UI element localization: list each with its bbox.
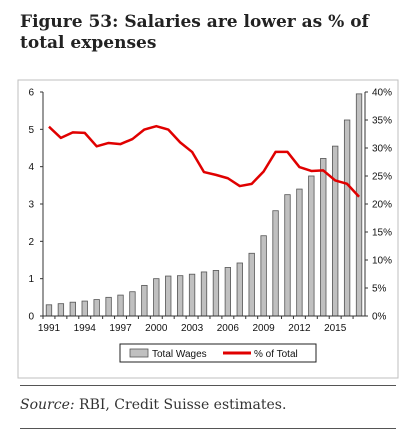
source-note: Source: RBI, Credit Suisse estimates.: [20, 397, 286, 413]
bar-1991: [45, 304, 53, 317]
bar-2006: [224, 267, 232, 317]
y-right-tick-label-20: 20%: [372, 200, 392, 211]
page-title: Figure 53: Salaries are lower as % of to…: [20, 12, 369, 53]
bar-1998: [129, 291, 136, 317]
y-right-tick-label-15: 15%: [372, 228, 392, 239]
bar-1997: [117, 294, 124, 317]
x-tick-label-2009: 2009: [253, 323, 276, 334]
bar-2011: [284, 194, 291, 317]
x-tick-label-2015: 2015: [324, 323, 347, 334]
bar-1994: [81, 300, 88, 317]
bar-2009: [260, 235, 267, 317]
divider-bottom: [20, 428, 396, 429]
x-tick-label-2006: 2006: [217, 323, 240, 334]
y-right-tick-label-30: 30%: [372, 144, 392, 155]
y-left-tick-label-6: 6: [28, 88, 34, 99]
y-left-tick-label-0: 0: [28, 312, 34, 323]
bars-series: [45, 93, 363, 317]
divider-top: [20, 385, 396, 386]
bar-1992: [57, 303, 65, 317]
x-tick-label-2003: 2003: [181, 323, 204, 334]
y-right-tick-label-35: 35%: [372, 116, 392, 127]
bar-1999: [141, 284, 148, 317]
bar-2013: [308, 175, 315, 317]
bar-2004: [200, 271, 208, 317]
legend-label-total-wages: Total Wages: [152, 349, 207, 360]
source-text: RBI, Credit Suisse estimates.: [79, 397, 287, 413]
bar-2016: [343, 119, 351, 317]
y-right-tick-label-5: 5%: [372, 284, 387, 295]
x-tick-label-1997: 1997: [109, 323, 132, 334]
bar-1996: [105, 296, 112, 317]
bar-1993: [69, 301, 76, 317]
bar-2002: [176, 275, 184, 317]
x-tick-label-1994: 1994: [74, 323, 97, 334]
bar-2014: [320, 158, 327, 317]
bar-2001: [165, 275, 172, 317]
line-series: [48, 124, 360, 198]
bar-2000: [153, 278, 160, 317]
y-right-tick-label-10: 10%: [372, 256, 392, 267]
bar-2007: [236, 262, 243, 317]
legend-box: [119, 343, 317, 363]
y-left-tick-label-5: 5: [28, 125, 34, 136]
bar-2010: [272, 210, 279, 317]
chart-frame: [17, 79, 399, 379]
bar-2008: [248, 252, 255, 317]
bar-2017: [355, 93, 363, 317]
x-tick-label-1991: 1991: [38, 323, 61, 334]
y-left-tick-label-2: 2: [28, 237, 34, 248]
bar-2003: [188, 273, 196, 317]
legend-swatch-total-wages: [129, 348, 149, 358]
legend-label-pct-of-total: % of Total: [254, 349, 298, 360]
source-prefix: Source:: [20, 397, 75, 413]
y-right-tick-label-0: 0%: [372, 312, 387, 323]
bar-1995: [93, 299, 100, 317]
bar-2005: [212, 270, 220, 317]
y-left-tick-label-4: 4: [28, 162, 34, 173]
x-tick-label-2012: 2012: [288, 323, 311, 334]
y-right-tick-label-40: 40%: [372, 88, 392, 99]
bar-2012: [296, 188, 303, 317]
y-left-tick-label-3: 3: [28, 200, 34, 211]
x-tick-label-2000: 2000: [145, 323, 168, 334]
y-left-tick-label-1: 1: [28, 274, 34, 285]
legend: Total Wages % of Total: [119, 343, 317, 363]
y-right-tick-label-25: 25%: [372, 172, 392, 183]
bar-2015: [332, 145, 339, 317]
axes: 0 1 2 3 4 5 6 0% 5% 10% 15% 20% 25% 30% 35% 40% 1991 1994…: [28, 88, 392, 335]
